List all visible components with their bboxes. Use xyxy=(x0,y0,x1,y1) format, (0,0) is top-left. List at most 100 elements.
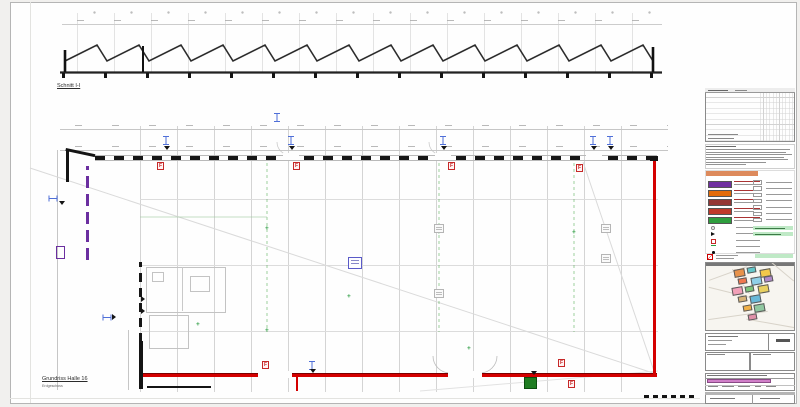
scale-bar xyxy=(644,395,698,398)
text-line xyxy=(716,255,738,256)
plan-wall-bottom-red xyxy=(141,373,657,377)
highlight-note xyxy=(755,254,793,258)
legend-swatch-maroon xyxy=(708,199,732,206)
legend-text-line xyxy=(736,245,760,247)
survey-cross-icon: + xyxy=(467,345,471,352)
plan-green-element xyxy=(524,377,537,389)
text-line xyxy=(708,340,732,341)
text-line xyxy=(706,149,790,150)
legend-text-line xyxy=(734,183,754,185)
map-header-bar xyxy=(706,263,794,266)
section-grid-lines xyxy=(77,13,657,73)
door-opening xyxy=(258,371,292,378)
text-line xyxy=(708,344,726,345)
section-marker-icon xyxy=(288,136,294,145)
direction-triangle-icon xyxy=(59,201,65,205)
legend-text-line xyxy=(734,210,754,212)
door-opening xyxy=(435,153,451,160)
legend-key-box xyxy=(753,186,762,191)
legend-text-line xyxy=(734,217,760,218)
legend-cross-icon xyxy=(711,244,716,246)
fire-extinguisher-symbol: F xyxy=(448,162,455,170)
index-highlight-row xyxy=(707,378,771,384)
legend-f-symbol xyxy=(711,238,716,244)
sheet-number-divider xyxy=(752,395,753,404)
project-info-divider xyxy=(768,333,769,351)
text-line xyxy=(706,161,766,163)
section-marker-icon xyxy=(607,136,613,145)
fixture xyxy=(190,276,210,292)
plan-title: Grundriss Halle 16 xyxy=(42,376,88,382)
legend-text-line xyxy=(766,194,792,196)
direction-triangle-icon xyxy=(289,146,295,150)
survey-cross-icon: + xyxy=(265,225,269,232)
legend-text-line xyxy=(736,239,760,241)
door-opening xyxy=(283,153,299,160)
section-marker-icon xyxy=(590,136,596,145)
plan-wall-bottomleft-black xyxy=(139,341,143,389)
legend-header xyxy=(706,171,758,176)
legend-key-box xyxy=(753,180,762,185)
fire-extinguisher-symbol: F xyxy=(293,162,300,170)
plan-wall-left-purple xyxy=(86,166,90,260)
plan-subtitle: Erdgeschoss xyxy=(42,384,63,388)
direction-triangle-icon xyxy=(608,146,614,150)
legend-text-line xyxy=(766,187,792,189)
plan-center-label-box xyxy=(348,257,362,269)
text-line xyxy=(707,375,767,377)
legend-key-box xyxy=(753,205,762,210)
text-line xyxy=(706,151,786,153)
legend-text-line xyxy=(734,208,760,209)
text-line xyxy=(706,146,736,148)
direction-triangle-icon xyxy=(441,146,447,150)
index-table-line2 xyxy=(705,384,795,386)
legend-key-box xyxy=(753,198,762,204)
door-opening xyxy=(586,153,602,160)
legend-key-box xyxy=(753,211,762,216)
fire-extinguisher-symbol: F xyxy=(157,162,164,170)
plan-dim-text-2 xyxy=(60,146,668,148)
section-marker-icon xyxy=(440,136,446,145)
purple-element-box xyxy=(56,246,65,259)
legend-text-line xyxy=(734,192,754,194)
room-outline xyxy=(149,315,189,349)
legend-swatch-green xyxy=(708,217,732,224)
text-line xyxy=(706,159,788,160)
index-table-line xyxy=(705,377,795,379)
direction-triangle-icon xyxy=(164,146,170,150)
section-marker-icon xyxy=(163,136,169,145)
text-line xyxy=(738,386,750,387)
project-info-row xyxy=(705,333,795,351)
text-line xyxy=(722,386,734,387)
direction-triangle-icon xyxy=(591,146,597,150)
legend-text-line xyxy=(766,200,792,202)
door-triangle-icon xyxy=(112,314,116,320)
plan-label-box xyxy=(601,224,611,233)
wall-stub-red xyxy=(296,375,298,391)
legend-dot-icon xyxy=(712,251,715,254)
door-triangle-icon xyxy=(141,296,145,302)
legend-text-line xyxy=(766,206,792,208)
text-line xyxy=(706,154,792,155)
door-triangle-icon xyxy=(141,308,145,314)
section-dimension-line xyxy=(62,24,662,25)
text-line xyxy=(710,398,735,400)
section-title: Schnitt I-I xyxy=(57,83,81,89)
text-line xyxy=(735,90,747,91)
sheet-number-header xyxy=(705,392,795,395)
room-outline xyxy=(146,267,226,313)
survey-cross-icon: + xyxy=(572,229,576,236)
section-grid-bubbles xyxy=(76,10,658,15)
section-marker-icon xyxy=(48,195,58,202)
text-line xyxy=(755,386,761,387)
legend-text-line xyxy=(766,219,792,221)
plan-wall-under-black xyxy=(147,386,211,388)
plan-wall-right-red xyxy=(653,159,656,376)
legend-key-box xyxy=(753,192,762,198)
legend-text-line xyxy=(734,181,760,182)
text-line xyxy=(766,386,776,387)
legend-swatch-red xyxy=(708,208,732,215)
text-line xyxy=(708,134,738,135)
scale-value-text xyxy=(776,339,790,342)
text-line xyxy=(707,354,725,356)
